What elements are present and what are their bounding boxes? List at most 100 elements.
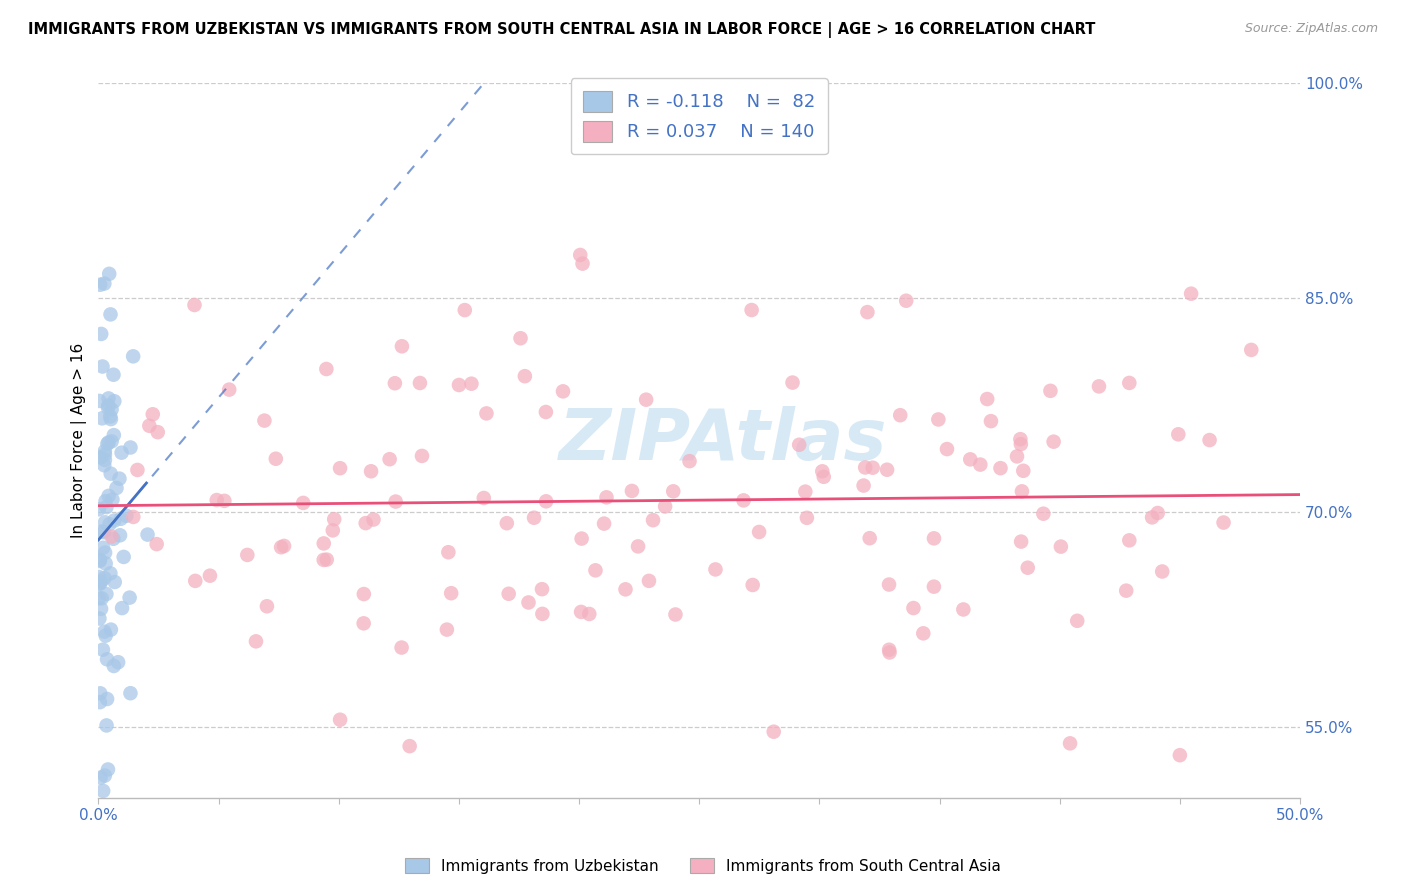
Point bbox=[1032, 507, 1054, 521]
Point bbox=[112, 549, 135, 564]
Point bbox=[103, 532, 125, 546]
Point bbox=[94, 516, 117, 530]
Point bbox=[927, 412, 949, 426]
Point bbox=[89, 277, 111, 292]
Point bbox=[90, 771, 112, 785]
Point bbox=[96, 436, 118, 450]
Point bbox=[90, 602, 112, 616]
Point bbox=[97, 392, 120, 406]
Point bbox=[89, 553, 111, 567]
Point bbox=[509, 331, 531, 345]
Point bbox=[103, 514, 125, 528]
Point bbox=[91, 524, 114, 539]
Point bbox=[1140, 510, 1163, 524]
Point bbox=[96, 500, 118, 515]
Point bbox=[97, 399, 120, 413]
Text: IMMIGRANTS FROM UZBEKISTAN VS IMMIGRANTS FROM SOUTH CENTRAL ASIA IN LABOR FORCE : IMMIGRANTS FROM UZBEKISTAN VS IMMIGRANTS… bbox=[28, 22, 1095, 38]
Point bbox=[889, 408, 911, 422]
Point bbox=[98, 409, 121, 424]
Point bbox=[495, 516, 517, 531]
Point bbox=[136, 527, 159, 541]
Point bbox=[94, 448, 117, 462]
Point bbox=[100, 529, 122, 543]
Point bbox=[93, 277, 115, 291]
Point bbox=[93, 458, 115, 473]
Point bbox=[253, 414, 276, 428]
Point bbox=[329, 461, 352, 475]
Point bbox=[94, 768, 117, 782]
Point bbox=[183, 298, 205, 312]
Point bbox=[89, 554, 111, 568]
Point bbox=[122, 349, 145, 363]
Point bbox=[145, 537, 167, 551]
Point bbox=[107, 655, 129, 669]
Point bbox=[97, 489, 120, 503]
Point bbox=[105, 481, 128, 495]
Point bbox=[146, 425, 169, 439]
Point bbox=[322, 524, 344, 538]
Point bbox=[329, 713, 352, 727]
Point bbox=[93, 571, 115, 585]
Point bbox=[437, 545, 460, 559]
Point bbox=[378, 452, 401, 467]
Point bbox=[748, 524, 770, 539]
Point bbox=[142, 407, 165, 421]
Point bbox=[852, 478, 875, 492]
Point bbox=[531, 607, 554, 621]
Point bbox=[1066, 614, 1088, 628]
Point bbox=[111, 601, 134, 615]
Point bbox=[90, 326, 112, 341]
Point bbox=[876, 463, 898, 477]
Point bbox=[120, 686, 142, 700]
Point bbox=[96, 652, 118, 666]
Point bbox=[569, 248, 592, 262]
Point bbox=[517, 595, 540, 609]
Point bbox=[523, 510, 546, 524]
Point bbox=[93, 525, 115, 540]
Point bbox=[264, 451, 287, 466]
Point bbox=[856, 305, 879, 319]
Point bbox=[569, 605, 592, 619]
Point bbox=[89, 611, 111, 625]
Point bbox=[398, 739, 420, 753]
Point bbox=[91, 642, 114, 657]
Point bbox=[292, 496, 315, 510]
Point bbox=[741, 578, 763, 592]
Point bbox=[411, 449, 433, 463]
Point bbox=[87, 502, 110, 516]
Point bbox=[498, 587, 520, 601]
Point bbox=[87, 576, 110, 591]
Point bbox=[796, 511, 818, 525]
Point bbox=[205, 493, 228, 508]
Point bbox=[859, 531, 882, 545]
Point bbox=[585, 563, 607, 577]
Point bbox=[256, 599, 278, 614]
Point bbox=[108, 472, 131, 486]
Point bbox=[1240, 343, 1263, 357]
Legend: Immigrants from Uzbekistan, Immigrants from South Central Asia: Immigrants from Uzbekistan, Immigrants f… bbox=[399, 852, 1007, 880]
Point bbox=[614, 582, 637, 597]
Point bbox=[312, 536, 335, 550]
Point bbox=[952, 602, 974, 616]
Point bbox=[138, 418, 160, 433]
Point bbox=[98, 517, 121, 532]
Point bbox=[976, 392, 998, 406]
Point bbox=[93, 624, 115, 639]
Point bbox=[103, 659, 125, 673]
Point bbox=[315, 362, 337, 376]
Point bbox=[1017, 560, 1039, 574]
Point bbox=[454, 303, 477, 318]
Point bbox=[312, 553, 335, 567]
Point bbox=[100, 434, 122, 449]
Point bbox=[89, 576, 111, 591]
Point bbox=[198, 568, 221, 582]
Point bbox=[638, 574, 661, 588]
Point bbox=[101, 492, 124, 507]
Point bbox=[120, 441, 142, 455]
Point bbox=[571, 257, 593, 271]
Point bbox=[733, 493, 755, 508]
Point bbox=[879, 645, 901, 659]
Point bbox=[104, 574, 127, 589]
Point bbox=[94, 629, 117, 643]
Point bbox=[595, 491, 617, 505]
